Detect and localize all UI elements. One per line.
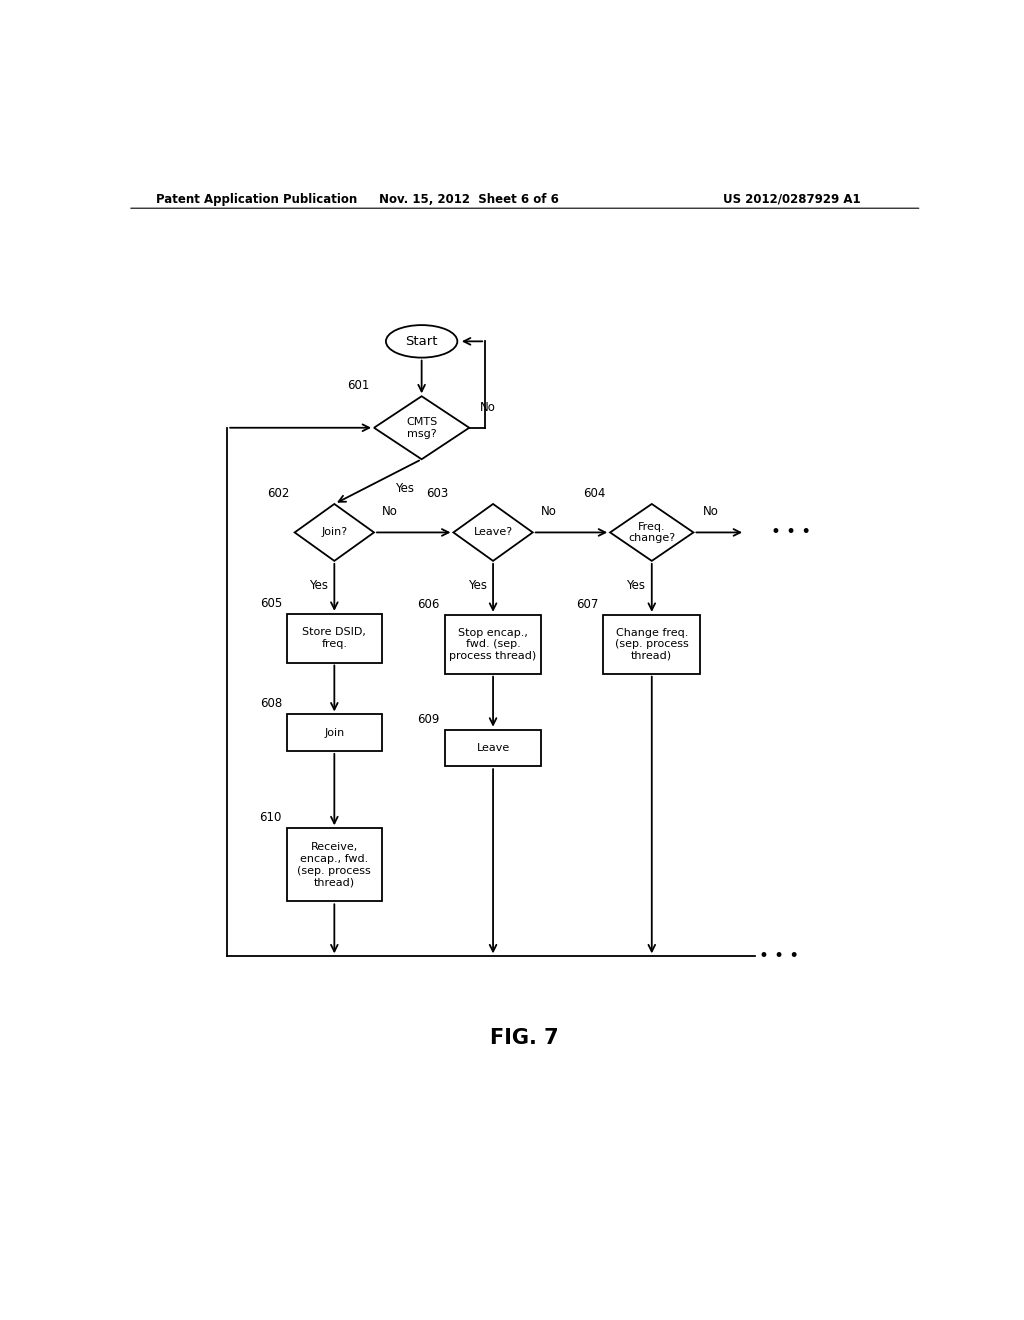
Text: Start: Start: [406, 335, 438, 348]
Text: Stop encap.,
fwd. (sep.
process thread): Stop encap., fwd. (sep. process thread): [450, 627, 537, 661]
Text: Freq.
change?: Freq. change?: [628, 521, 676, 544]
Text: 605: 605: [260, 597, 282, 610]
Text: Join?: Join?: [322, 528, 347, 537]
Text: 603: 603: [426, 487, 449, 500]
Bar: [444, 730, 542, 766]
Text: Yes: Yes: [627, 579, 645, 593]
Bar: [287, 614, 382, 663]
Text: Join: Join: [325, 727, 344, 738]
Text: No: No: [479, 400, 496, 413]
Text: 604: 604: [583, 487, 605, 500]
Text: Nov. 15, 2012  Sheet 6 of 6: Nov. 15, 2012 Sheet 6 of 6: [379, 193, 559, 206]
Text: 602: 602: [267, 487, 290, 500]
Text: 606: 606: [418, 598, 440, 611]
Text: 610: 610: [259, 812, 282, 824]
Text: No: No: [541, 506, 557, 519]
Text: 607: 607: [577, 598, 599, 611]
Text: CMTS
msg?: CMTS msg?: [406, 417, 437, 438]
Bar: [603, 615, 700, 673]
Text: US 2012/0287929 A1: US 2012/0287929 A1: [723, 193, 861, 206]
Text: No: No: [382, 506, 398, 519]
Text: 601: 601: [347, 379, 370, 392]
Text: Change freq.
(sep. process
thread): Change freq. (sep. process thread): [614, 627, 689, 661]
Text: Patent Application Publication: Patent Application Publication: [156, 193, 357, 206]
Text: FIG. 7: FIG. 7: [490, 1027, 559, 1048]
Text: Yes: Yes: [394, 482, 414, 495]
Text: • • •: • • •: [771, 524, 811, 541]
Bar: [287, 714, 382, 751]
Text: 608: 608: [260, 697, 282, 710]
Bar: [287, 828, 382, 902]
Text: 609: 609: [418, 713, 440, 726]
Text: Leave: Leave: [476, 743, 510, 752]
Text: Yes: Yes: [468, 579, 486, 593]
Text: Yes: Yes: [309, 579, 328, 593]
Text: Leave?: Leave?: [473, 528, 513, 537]
Text: No: No: [702, 506, 719, 519]
Text: Receive,
encap., fwd.
(sep. process
thread): Receive, encap., fwd. (sep. process thre…: [297, 842, 372, 887]
Text: Store DSID,
freq.: Store DSID, freq.: [302, 627, 367, 649]
Text: • • •: • • •: [759, 948, 799, 965]
Bar: [444, 615, 542, 673]
